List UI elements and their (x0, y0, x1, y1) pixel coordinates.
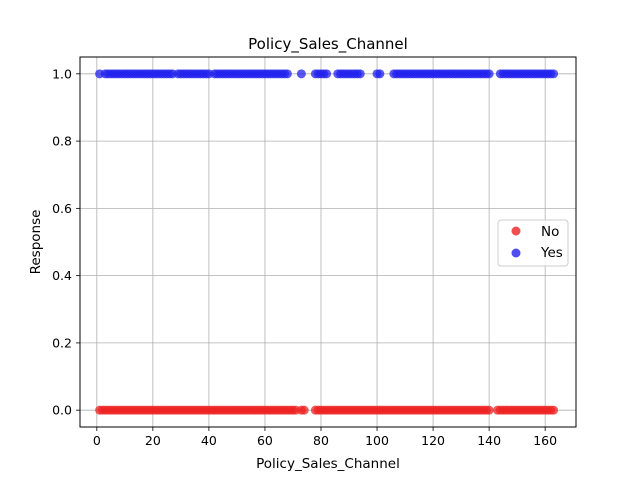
legend-marker-no (511, 226, 521, 236)
x-tick-label: 40 (201, 433, 217, 448)
data-point (299, 405, 309, 415)
y-axis-label: Response (28, 210, 44, 275)
data-point (355, 69, 365, 79)
chart-title: Policy_Sales_Channel (248, 35, 408, 54)
x-tick-label: 80 (313, 433, 329, 448)
x-tick-label: 160 (533, 433, 557, 448)
y-tick-label: 0.6 (52, 201, 72, 216)
data-points (95, 69, 559, 415)
x-tick-label: 120 (421, 433, 445, 448)
legend-label-no: No (541, 224, 559, 240)
legend-marker-yes (511, 248, 521, 258)
data-point (322, 69, 332, 79)
data-point (484, 405, 494, 415)
x-tick-label: 0 (93, 433, 101, 448)
legend-label-yes: Yes (540, 245, 563, 261)
y-tick-label: 0.8 (52, 134, 72, 149)
x-tick-label: 100 (365, 433, 389, 448)
data-point (282, 69, 292, 79)
plot-frame (79, 56, 577, 428)
y-tick-label: 1.0 (52, 66, 72, 81)
series-yes (95, 69, 559, 79)
data-point (484, 69, 494, 79)
y-tick-label: 0.4 (52, 268, 72, 283)
x-tick-label: 140 (477, 433, 501, 448)
y-tick-label: 0.2 (52, 335, 72, 350)
data-point (549, 405, 559, 415)
y-tick-label: 0.0 (52, 403, 72, 418)
data-point (549, 69, 559, 79)
series-no (95, 405, 559, 415)
x-axis-label: Policy_Sales_Channel (256, 456, 400, 472)
axis-ticks: 0 20 40 60 80 100 120 140 160 0.0 0.2 0.4 0.6 0.8 1.0 (52, 66, 557, 448)
data-point (375, 69, 385, 79)
x-tick-label: 60 (257, 433, 273, 448)
data-point (296, 69, 306, 79)
x-tick-label: 20 (145, 433, 161, 448)
legend: No Yes (497, 219, 569, 267)
